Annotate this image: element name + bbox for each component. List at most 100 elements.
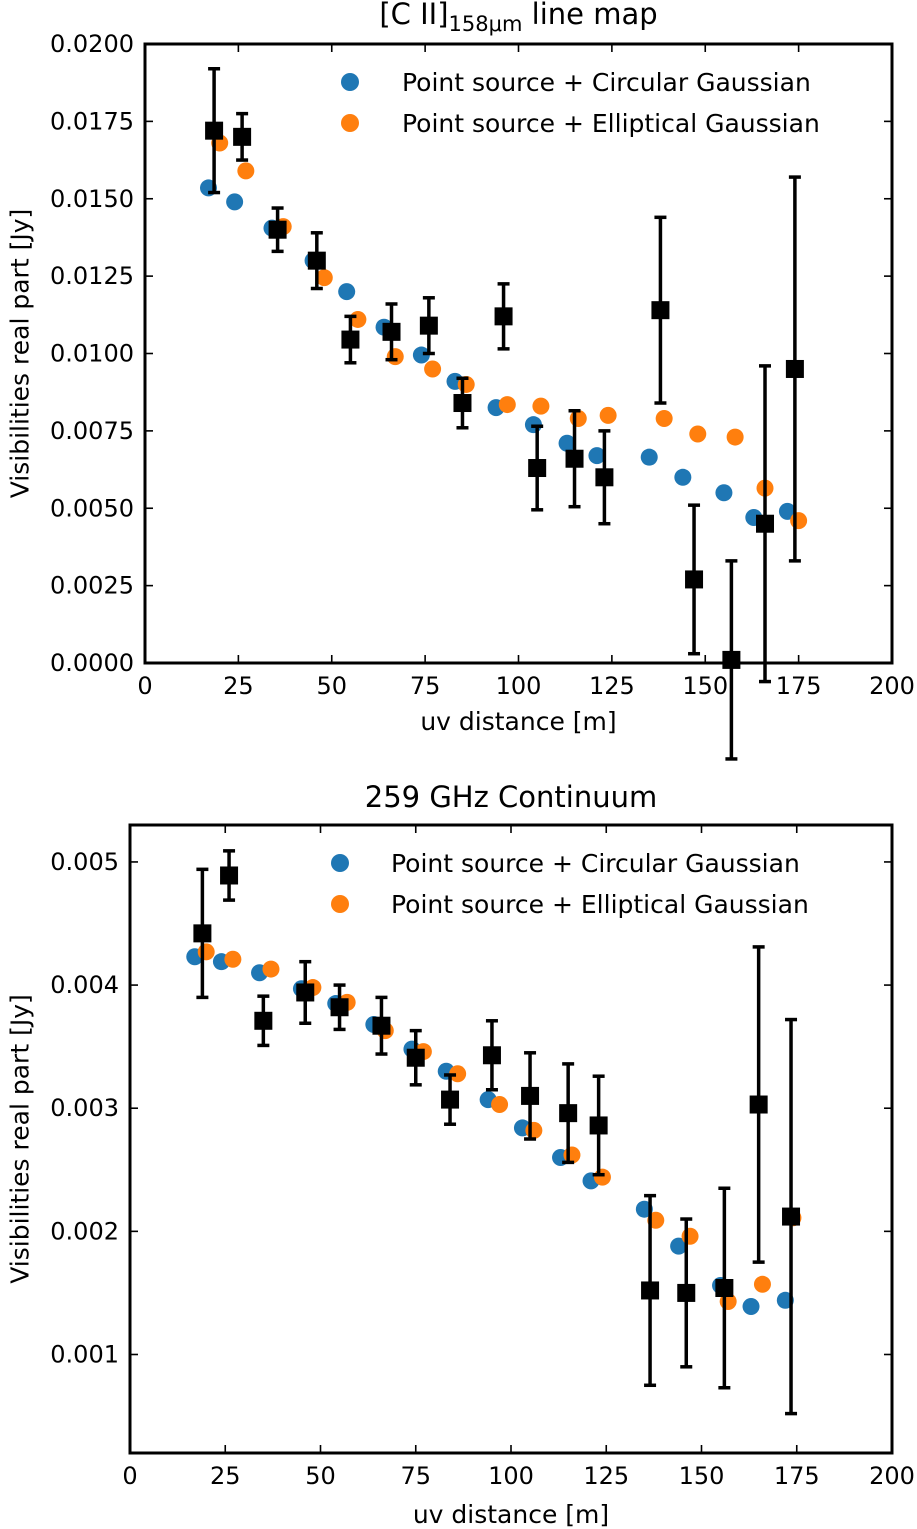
series-elliptical: [211, 134, 808, 530]
legend-marker-elliptical: [331, 895, 349, 913]
legend-marker-circular: [341, 73, 359, 91]
data-point-circular: [558, 434, 576, 452]
y-tick-label: 0.0000: [50, 649, 134, 677]
x-tick-label: 75: [410, 672, 441, 700]
y-axis-title: Visibilities real part [Jy]: [6, 209, 35, 499]
data-point-measured: [589, 1116, 608, 1135]
data-point-elliptical: [655, 409, 673, 427]
data-point-elliptical: [197, 943, 215, 961]
data-point-measured: [685, 570, 704, 589]
chart-title: [C II]158μm line map: [379, 0, 657, 36]
data-point-measured: [528, 459, 547, 478]
series-data: [193, 849, 801, 1416]
y-tick-label: 0.0075: [50, 417, 134, 445]
chart-title: 259 GHz Continuum: [365, 780, 657, 814]
data-point-measured: [482, 1046, 501, 1065]
data-point-elliptical: [569, 409, 587, 427]
data-point-measured: [441, 1090, 460, 1109]
data-point-elliptical: [532, 397, 550, 415]
y-tick-label: 0.004: [50, 971, 119, 999]
data-point-measured: [233, 127, 252, 146]
data-point-circular: [640, 448, 658, 466]
data-point-measured: [382, 322, 401, 341]
data-point-elliptical: [386, 348, 404, 366]
data-point-measured: [722, 650, 741, 669]
data-point-circular: [412, 346, 430, 364]
x-tick-label: 25: [210, 1462, 241, 1490]
data-point-elliptical: [599, 406, 617, 424]
data-point-elliptical: [262, 960, 280, 978]
legend-label-circular: Point source + Circular Gaussian: [391, 849, 800, 878]
continuum-259ghz-panel: 259 GHz Continuum 0 25 50 75 100 125 150 175 200 0…: [6, 780, 915, 1529]
y-tick-label: 0.005: [50, 848, 119, 876]
x-tick-label: 100: [496, 672, 542, 700]
x-tick-label: 150: [682, 672, 728, 700]
legend-label-circular: Point source + Circular Gaussian: [402, 68, 811, 97]
x-axis-title: uv distance [m]: [420, 707, 616, 736]
data-point-measured: [205, 121, 224, 140]
data-point-elliptical: [491, 1096, 509, 1114]
series-circular: [186, 948, 794, 1315]
x-tick-label: 150: [679, 1462, 725, 1490]
x-tick-label: 175: [774, 1462, 820, 1490]
y-tick-label: 0.001: [50, 1340, 119, 1368]
x-tick-label: 75: [400, 1462, 431, 1490]
x-tick-label: 50: [316, 672, 347, 700]
data-point-measured: [559, 1104, 578, 1123]
data-point-measured: [330, 998, 349, 1017]
data-point-elliptical: [315, 269, 333, 287]
data-point-elliptical: [237, 162, 255, 180]
data-point-measured: [296, 983, 315, 1002]
cii-line-map-panel: [C II]158μm line map 0 25 50 75 100 125 150 175 2…: [6, 0, 915, 761]
data-point-measured: [453, 394, 472, 413]
series-elliptical: [197, 943, 802, 1311]
legend-label-elliptical: Point source + Elliptical Gaussian: [391, 890, 809, 919]
legend-label-elliptical: Point source + Elliptical Gaussian: [402, 109, 820, 138]
x-tick-label: 100: [488, 1462, 534, 1490]
y-tick-label: 0.002: [50, 1217, 119, 1245]
data-point-measured: [254, 1011, 273, 1030]
plot-frame: [143, 42, 894, 665]
legend-marker-circular: [331, 854, 349, 872]
data-point-measured: [521, 1086, 540, 1105]
x-tick-label: 175: [776, 672, 822, 700]
data-point-measured: [372, 1016, 391, 1035]
x-tick-label: 50: [305, 1462, 336, 1490]
data-point-measured: [595, 468, 614, 487]
y-axis-title: Visibilities real part [Jy]: [6, 994, 35, 1284]
y-tick-label: 0.0025: [50, 572, 134, 600]
data-point-circular: [742, 1297, 760, 1315]
data-point-elliptical: [790, 512, 808, 530]
plot-frame: [128, 823, 894, 1455]
data-point-measured: [677, 1283, 696, 1302]
data-point-measured: [419, 316, 438, 335]
data-point-elliptical: [689, 425, 707, 443]
data-point-measured: [220, 866, 239, 885]
y-tick-label: 0.0175: [50, 107, 134, 135]
data-point-circular: [674, 468, 692, 486]
data-point-measured: [494, 307, 513, 326]
data-point-elliptical: [449, 1065, 467, 1083]
data-point-measured: [782, 1207, 801, 1226]
y-tick-label: 0.0050: [50, 494, 134, 522]
data-point-circular: [588, 447, 606, 465]
data-point-elliptical: [424, 360, 442, 378]
data-point-measured: [565, 449, 584, 468]
x-tick-label: 25: [223, 672, 254, 700]
x-tick-label: 0: [137, 672, 152, 700]
data-point-measured: [756, 514, 775, 533]
y-tick-label: 0.0100: [50, 340, 134, 368]
x-axis-title: uv distance [m]: [413, 1500, 609, 1529]
data-point-measured: [307, 251, 326, 270]
data-point-measured: [715, 1278, 734, 1297]
y-tick-label: 0.0150: [50, 185, 134, 213]
data-point-elliptical: [753, 1275, 771, 1293]
x-tick-label: 125: [583, 1462, 629, 1490]
y-tick-label: 0.0125: [50, 262, 134, 290]
y-tick-label: 0.003: [50, 1094, 119, 1122]
chart-title-suffix: line map: [522, 0, 657, 31]
x-tick-label: 200: [869, 672, 915, 700]
data-point-measured: [785, 359, 804, 378]
chart-title-main: [C II]: [379, 0, 448, 31]
data-point-measured: [341, 330, 360, 349]
